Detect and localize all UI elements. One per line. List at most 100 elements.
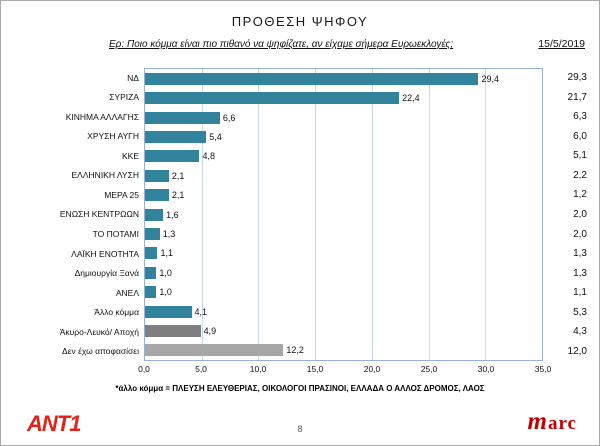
- previous-value: 6,3: [573, 111, 587, 123]
- bar: [145, 286, 157, 299]
- page-number: 8: [297, 424, 303, 434]
- gridline: [258, 69, 260, 360]
- previous-value: 29,3: [567, 72, 587, 84]
- x-axis-tick: 35,0: [534, 364, 552, 374]
- bar-value-label: 22,4: [402, 93, 420, 104]
- previous-value: 2,0: [573, 228, 587, 240]
- bars-area: 29,4 22,4 6,6 5,4 4,8 2,1 2,1 1,6 1,3 1,1 1,0 1,0 4,…: [145, 69, 542, 360]
- category-label: ΤΟ ΠΟΤΑΜΙ: [92, 229, 139, 240]
- chart-row: 2,1: [145, 185, 542, 204]
- bar: [145, 92, 400, 105]
- bar: [145, 266, 157, 279]
- footnote: *άλλο κόμμα = ΠΛΕΥΣΗ ΕΛΕΥΘΕΡΙΑΣ, ΟΙΚΟΛΟΓ…: [115, 384, 485, 393]
- x-axis-tick: 5,0: [195, 364, 207, 374]
- bar-chart: ΝΔ ΣΥΡΙΖΑ ΚΙΝΗΜΑ ΑΛΛΑΓΗΣ ΧΡΥΣΗ ΑΥΓΗ ΚΚΕ ΕΛΛΗΝ…: [9, 68, 589, 361]
- chart-row: 1,1: [145, 244, 542, 263]
- bar-value-label: 1,0: [159, 287, 172, 298]
- gridline: [201, 69, 203, 360]
- category-label: ΜΕΡΑ 25: [104, 189, 139, 200]
- previous-value: 2,2: [573, 169, 587, 181]
- x-axis-tick: 25,0: [420, 364, 438, 374]
- bar: [145, 189, 169, 202]
- chart-row: 1,0: [145, 263, 542, 282]
- chart-row: 4,1: [145, 302, 542, 321]
- bar-value-label: 1,0: [159, 267, 172, 278]
- bar-value-label: 2,1: [171, 190, 185, 201]
- category-label: Δημιουργία Ξανά: [74, 268, 139, 279]
- chart-row: 1,6: [145, 205, 542, 224]
- category-labels: ΝΔ ΣΥΡΙΖΑ ΚΙΝΗΜΑ ΑΛΛΑΓΗΣ ΧΡΥΣΗ ΑΥΓΗ ΚΚΕ ΕΛΛΗΝ…: [9, 68, 144, 361]
- plot-area: 29,4 22,4 6,6 5,4 4,8 2,1 2,1 1,6 1,3 1,1 1,0 1,0 4,…: [144, 68, 543, 361]
- previous-value: 6,0: [573, 130, 587, 142]
- bar-value-label: 1,6: [166, 209, 179, 220]
- category-label: ΑΝΕΛ: [115, 287, 139, 298]
- previous-value: 1,3: [573, 248, 587, 260]
- bar-value-label: 6,6: [222, 112, 236, 123]
- previous-value: 1,3: [573, 267, 587, 279]
- bar: [145, 150, 200, 163]
- category-label: ΧΡΥΣΗ ΑΥΓΗ: [87, 131, 139, 142]
- previous-value: 5,1: [573, 150, 587, 162]
- page-title: ΠΡΟΘΕΣΗ ΨΗΦΟΥ: [231, 14, 369, 29]
- ant1-logo: ANT1: [27, 411, 81, 436]
- bar: [145, 72, 479, 85]
- bar: [145, 344, 284, 357]
- category-label: ΣΥΡΙΖΑ: [109, 92, 139, 103]
- gridline: [428, 69, 430, 360]
- previous-value: 2,0: [573, 208, 587, 220]
- bar: [145, 208, 164, 221]
- survey-question: Ερ: Ποιο κόμμα είναι πιο πιθανό να ψηφίζ…: [109, 39, 454, 50]
- chart-row: 22,4: [145, 88, 542, 107]
- bar-value-label: 12,2: [286, 345, 304, 356]
- previous-value: 5,3: [573, 306, 587, 318]
- bar-value-label: 29,4: [481, 73, 499, 84]
- x-axis-tick: 0,0: [138, 364, 150, 374]
- category-label: Άκυρο-Λευκό/ Αποχή: [59, 326, 139, 337]
- chart-row: 12,2: [145, 341, 542, 360]
- chart-row: 1,3: [145, 224, 542, 243]
- category-label: ΚΙΝΗΜΑ ΑΛΛΑΓΗΣ: [65, 111, 139, 122]
- bar: [145, 130, 207, 143]
- footer: ANT1 8 marc: [1, 408, 599, 437]
- bar: [145, 324, 201, 337]
- bar-value-label: 1,3: [162, 228, 176, 239]
- bar-value-label: 2,1: [171, 170, 185, 181]
- x-axis-tick: 30,0: [477, 364, 495, 374]
- previous-value: 1,2: [573, 189, 587, 201]
- bar-value-label: 4,9: [203, 325, 217, 336]
- x-axis-tick: 15,0: [306, 364, 324, 374]
- chart-row: 4,8: [145, 147, 542, 166]
- category-label: ΚΚΕ: [121, 150, 139, 161]
- chart-row: 1,0: [145, 282, 542, 301]
- date-column-header: 15/5/2019: [538, 38, 585, 50]
- bar: [145, 247, 158, 260]
- chart-row: 29,4: [145, 69, 542, 88]
- previous-value: 12,0: [567, 345, 587, 357]
- category-label: ΕΛΛΗΝΙΚΗ ΛΥΣΗ: [71, 170, 139, 181]
- previous-value: 4,3: [573, 326, 587, 338]
- marc-logo: marc: [527, 408, 577, 435]
- category-label: ΝΔ: [127, 72, 139, 83]
- x-axis-tick: 20,0: [363, 364, 381, 374]
- category-label: ΛΑΪΚΗ ΕΝΟΤΗΤΑ: [71, 248, 139, 259]
- bar: [145, 305, 192, 318]
- subheader: Ερ: Ποιο κόμμα είναι πιο πιθανό να ψηφίζ…: [1, 38, 599, 54]
- bar-value-label: 5,4: [209, 131, 222, 142]
- gridline: [371, 69, 373, 360]
- bar-value-label: 4,8: [202, 151, 215, 162]
- gridline: [315, 69, 317, 360]
- category-label: Δεν έχω αποφασίσει: [62, 346, 139, 357]
- bar-value-label: 4,1: [194, 306, 208, 317]
- x-axis-tick: 10,0: [249, 364, 267, 374]
- previous-values: 29,3 21,7 6,3 6,0 5,1 2,2 1,2 2,0 2,0 1,3 1,3 1,1 5,…: [543, 68, 589, 361]
- gridline: [485, 69, 487, 360]
- chart-row: 2,1: [145, 166, 542, 185]
- bar: [145, 227, 160, 240]
- chart-row: 6,6: [145, 108, 542, 127]
- bar: [145, 169, 169, 182]
- category-label: Άλλο κόμμα: [94, 307, 139, 318]
- chart-row: 5,4: [145, 127, 542, 146]
- bar: [145, 111, 220, 124]
- chart-row: 4,9: [145, 321, 542, 340]
- x-axis: 0,0 5,0 10,0 15,0 20,0 25,0 30,0 35,0: [138, 361, 551, 375]
